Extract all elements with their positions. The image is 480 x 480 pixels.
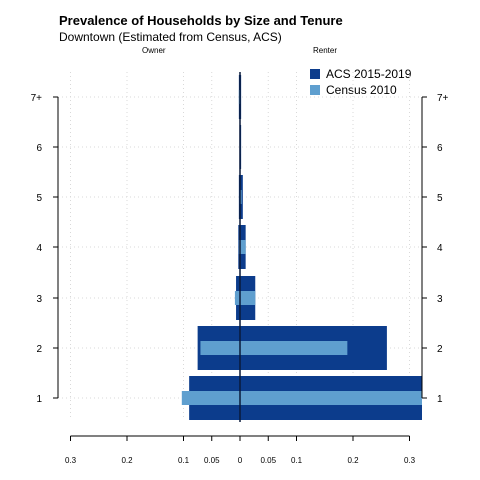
bar-census-renter-4 [240, 240, 246, 254]
y-tick-label-right-2: 2 [437, 344, 443, 355]
bar-census-renter-3 [240, 291, 256, 305]
y-tick-label-right-4: 4 [437, 243, 443, 254]
bar-census-renter-5 [240, 190, 242, 204]
y-tick-label-right-6: 6 [437, 143, 443, 154]
x-tick-label-3: 0.05 [204, 456, 220, 465]
y-tick-label-left-2: 2 [36, 344, 42, 355]
y-tick-label-left-5: 5 [36, 193, 42, 204]
y-tick-label-right-3: 3 [437, 294, 443, 305]
y-tick-label-left-6: 6 [36, 143, 42, 154]
x-tick-label-0: 0.3 [65, 456, 77, 465]
legend-swatch-acs [310, 69, 320, 79]
bar-census-owner-3 [234, 291, 240, 305]
legend-item-census: Census 2010 [310, 82, 411, 98]
y-tick-label-left-3: 3 [36, 294, 42, 305]
chart-title: Prevalence of Households by Size and Ten… [59, 13, 343, 28]
legend-swatch-census [310, 85, 320, 95]
y-tick-label-right-1: 1 [437, 394, 443, 405]
legend-label-census: Census 2010 [326, 83, 397, 97]
y-tick-label-left-7+: 7+ [31, 93, 43, 104]
y-tick-label-left-1: 1 [36, 394, 42, 405]
chart-subtitle: Downtown (Estimated from Census, ACS) [59, 30, 282, 44]
x-tick-label-8: 0.3 [404, 456, 416, 465]
x-tick-label-2: 0.1 [178, 456, 190, 465]
bar-census-renter-1 [240, 391, 422, 405]
x-tick-label-7: 0.2 [347, 456, 359, 465]
legend-label-acs: ACS 2015-2019 [326, 67, 412, 81]
renter-side-label: Renter [313, 46, 338, 55]
x-tick-label-5: 0.05 [260, 456, 276, 465]
bar-census-owner-1 [181, 391, 240, 405]
axes-layer: 1 2 3 4 5 6 7+ 1 2 3 4 5 6 7+ 0.3 0.2 0.1 0.05 0 0.05 0.1 0.2… [31, 72, 449, 465]
x-tick-label-4: 0 [238, 456, 243, 465]
y-tick-label-right-7+: 7+ [437, 93, 449, 104]
owner-side-label: Owner [142, 46, 166, 55]
y-tick-label-right-5: 5 [437, 193, 443, 204]
grid-layer [58, 72, 422, 420]
bars-layer [181, 75, 422, 420]
x-tick-label-1: 0.2 [121, 456, 133, 465]
chart-legend: ACS 2015-2019 Census 2010 [310, 66, 411, 98]
y-tick-label-left-4: 4 [36, 243, 42, 254]
bar-census-owner-2 [200, 341, 240, 355]
x-tick-label-6: 0.1 [291, 456, 303, 465]
bar-census-renter-2 [240, 341, 348, 355]
legend-item-acs: ACS 2015-2019 [310, 66, 411, 82]
